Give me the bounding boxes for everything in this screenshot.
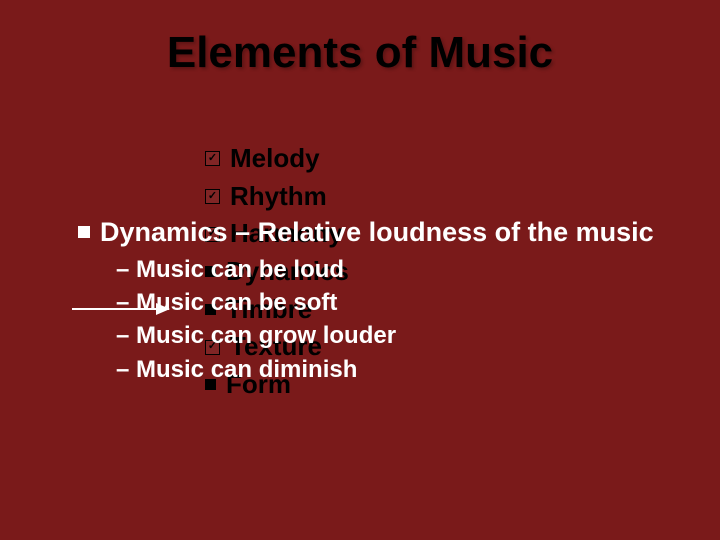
square-bullet-icon	[78, 226, 90, 238]
dynamics-sub-item: Music can be loud	[116, 253, 658, 286]
dynamics-block: Dynamics – Relative loudness of the musi…	[78, 214, 658, 386]
slide: Elements of Music ✓ Melody ✓ Rhythm ✓ Ha…	[0, 0, 720, 540]
dynamics-sublist: Music can be loud Music can be soft Musi…	[116, 253, 658, 385]
arrow-icon	[72, 303, 172, 315]
list-item: ✓ Rhythm	[205, 178, 349, 216]
dynamics-heading-row: Dynamics – Relative loudness of the musi…	[78, 214, 658, 251]
list-item: ✓ Melody	[205, 140, 349, 178]
checkbox-icon: ✓	[205, 151, 220, 166]
dynamics-heading: Dynamics – Relative loudness of the musi…	[100, 214, 654, 251]
dynamics-sub-item: Music can diminish	[116, 353, 658, 386]
checkbox-icon: ✓	[205, 189, 220, 204]
slide-title: Elements of Music	[0, 28, 720, 78]
list-item-label: Rhythm	[230, 178, 327, 216]
dynamics-sub-item: Music can be soft	[116, 286, 658, 319]
dynamics-sub-item: Music can grow louder	[116, 319, 658, 352]
list-item-label: Melody	[230, 140, 320, 178]
